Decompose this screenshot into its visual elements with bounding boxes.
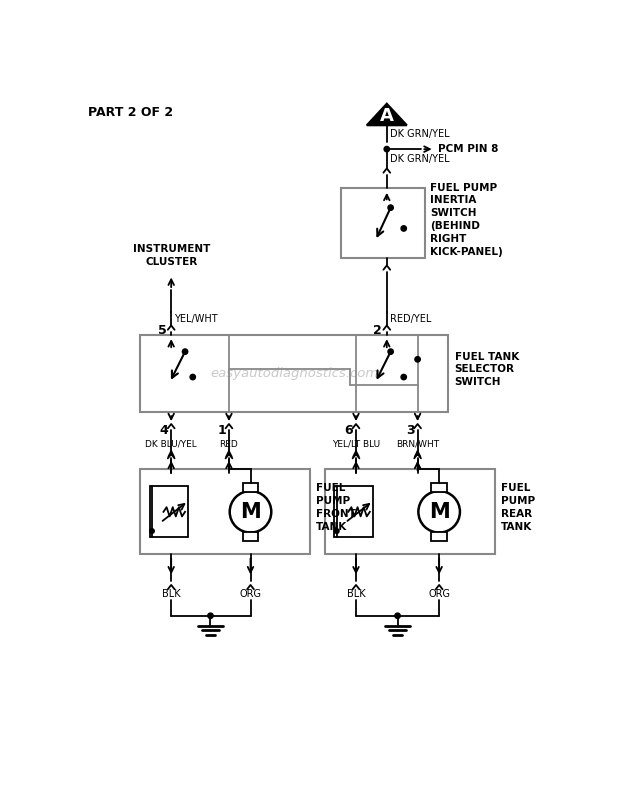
- Text: RED: RED: [219, 439, 239, 449]
- Text: 3: 3: [406, 424, 415, 437]
- Text: ORG: ORG: [428, 589, 450, 599]
- Text: FUEL
PUMP
FRONT
TANK: FUEL PUMP FRONT TANK: [316, 483, 356, 532]
- Bar: [140, 334, 449, 412]
- Text: 1: 1: [217, 424, 226, 437]
- Circle shape: [401, 226, 407, 231]
- Polygon shape: [366, 104, 407, 126]
- Bar: [431, 482, 447, 492]
- Bar: [431, 532, 447, 541]
- Circle shape: [388, 205, 393, 210]
- Circle shape: [415, 357, 420, 362]
- Circle shape: [208, 613, 213, 618]
- Text: RED/YEL: RED/YEL: [390, 314, 431, 324]
- Text: BRN/WHT: BRN/WHT: [396, 439, 439, 449]
- Text: 5: 5: [158, 323, 167, 337]
- Circle shape: [182, 349, 188, 354]
- Text: DK GRN/YEL: DK GRN/YEL: [390, 130, 449, 139]
- Text: M: M: [240, 502, 261, 522]
- Bar: [243, 532, 258, 541]
- Text: YEL/LT BLU: YEL/LT BLU: [332, 439, 380, 449]
- Text: ORG: ORG: [240, 589, 261, 599]
- Circle shape: [334, 529, 339, 534]
- Text: YEL/WHT: YEL/WHT: [174, 314, 218, 324]
- Text: FUEL PUMP
INERTIA
SWITCH
(BEHIND
RIGHT
KICK-PANEL): FUEL PUMP INERTIA SWITCH (BEHIND RIGHT K…: [430, 182, 502, 257]
- Circle shape: [150, 529, 154, 534]
- Bar: [334, 486, 373, 538]
- Text: BLK: BLK: [347, 589, 365, 599]
- Bar: [140, 470, 310, 554]
- Text: M: M: [429, 502, 449, 522]
- Bar: [325, 470, 494, 554]
- Circle shape: [401, 374, 407, 380]
- Text: BLK: BLK: [162, 589, 180, 599]
- Text: DK GRN/YEL: DK GRN/YEL: [390, 154, 449, 164]
- Circle shape: [384, 146, 389, 152]
- Text: 6: 6: [344, 424, 353, 437]
- Text: 4: 4: [159, 424, 168, 437]
- Circle shape: [190, 374, 195, 380]
- Circle shape: [388, 349, 393, 354]
- Text: easyautodiagnostics.com: easyautodiagnostics.com: [210, 366, 378, 380]
- Circle shape: [395, 613, 400, 618]
- Text: PCM PIN 8: PCM PIN 8: [438, 144, 499, 154]
- Text: DK BLU/YEL: DK BLU/YEL: [145, 439, 197, 449]
- Text: PART 2 OF 2: PART 2 OF 2: [88, 106, 173, 119]
- Bar: [150, 486, 188, 538]
- Text: 2: 2: [373, 323, 382, 337]
- Text: INSTRUMENT
CLUSTER: INSTRUMENT CLUSTER: [132, 244, 210, 267]
- Bar: [341, 189, 425, 258]
- Bar: [243, 482, 258, 492]
- Text: A: A: [380, 107, 394, 126]
- Text: FUEL
PUMP
REAR
TANK: FUEL PUMP REAR TANK: [501, 483, 535, 532]
- Text: FUEL TANK
SELECTOR
SWITCH: FUEL TANK SELECTOR SWITCH: [455, 351, 519, 387]
